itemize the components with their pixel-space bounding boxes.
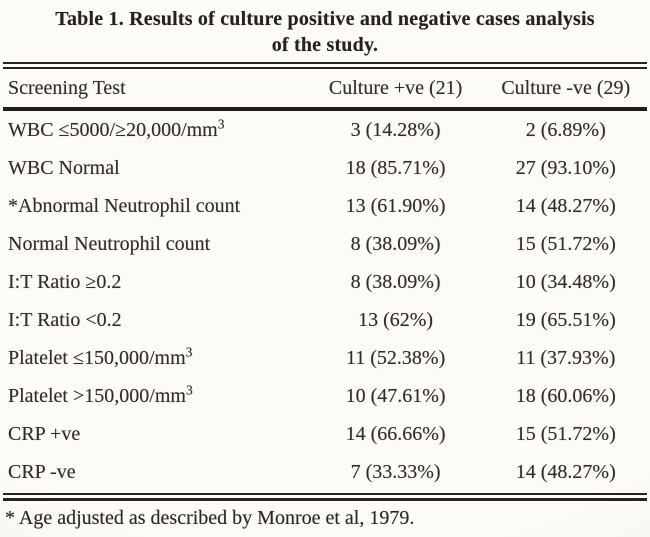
table-header-row: Screening Test Culture +ve (21) Culture …	[0, 69, 650, 107]
value-culture-negative: 18 (60.06%)	[515, 384, 616, 407]
row-label-superscript: 3	[185, 344, 193, 360]
value-culture-negative: 14 (48.27%)	[515, 460, 616, 483]
row-label: Platelet >150,000/mm3	[8, 382, 193, 407]
value-culture-positive: 14 (66.66%)	[345, 422, 446, 445]
row-label: Platelet ≤150,000/mm3	[8, 344, 193, 369]
row-label-superscript: 3	[217, 116, 225, 132]
row-label: WBC Normal	[8, 156, 120, 179]
table-row: I:T Ratio ≥0.2 8 (38.09%) 10 (34.48%)	[0, 263, 650, 301]
bottom-double-rule	[3, 493, 647, 502]
value-culture-negative: 15 (51.72%)	[515, 232, 616, 255]
value-culture-negative: 19 (65.51%)	[515, 308, 616, 331]
value-culture-negative: 2 (6.89%)	[525, 118, 606, 141]
table-row: Normal Neutrophil count 8 (38.09%) 15 (5…	[0, 225, 650, 263]
value-culture-positive: 8 (38.09%)	[350, 270, 441, 293]
header-separator-rule	[3, 107, 647, 112]
row-label: WBC ≤5000/≥20,000/mm3	[8, 116, 225, 141]
value-culture-negative: 14 (48.27%)	[515, 194, 616, 217]
row-label-superscript: 3	[185, 382, 193, 398]
row-label: I:T Ratio ≥0.2	[8, 270, 122, 293]
column-header-screening-test: Screening Test	[8, 76, 126, 99]
table-row: I:T Ratio <0.2 13 (62%) 19 (65.51%)	[0, 301, 650, 339]
row-label: Normal Neutrophil count	[8, 232, 211, 255]
value-culture-positive: 13 (61.90%)	[345, 194, 446, 217]
top-double-rule	[3, 62, 647, 70]
value-culture-positive: 13 (62%)	[358, 308, 434, 331]
table-footnote: * Age adjusted as described by Monroe et…	[5, 507, 415, 530]
value-culture-negative: 27 (93.10%)	[515, 156, 616, 179]
row-label: CRP -ve	[8, 460, 76, 483]
table-row: CRP +ve 14 (66.66%) 15 (51.72%)	[0, 415, 650, 453]
table-body: WBC ≤5000/≥20,000/mm3 3 (14.28%) 2 (6.89…	[0, 111, 650, 491]
value-culture-positive: 18 (85.71%)	[345, 156, 446, 179]
value-culture-negative: 11 (37.93%)	[516, 346, 616, 369]
value-culture-positive: 7 (33.33%)	[350, 460, 441, 483]
row-label: CRP +ve	[8, 422, 81, 445]
table-row: Platelet >150,000/mm3 10 (47.61%) 18 (60…	[0, 377, 650, 415]
row-label: *Abnormal Neutrophil count	[8, 194, 241, 217]
table-row: Platelet ≤150,000/mm3 11 (52.38%) 11 (37…	[0, 339, 650, 377]
table-row: CRP -ve 7 (33.33%) 14 (48.27%)	[0, 453, 650, 491]
value-culture-negative: 10 (34.48%)	[515, 270, 616, 293]
value-culture-positive: 8 (38.09%)	[350, 232, 441, 255]
column-header-culture-positive: Culture +ve (21)	[328, 76, 463, 99]
value-culture-positive: 11 (52.38%)	[345, 346, 446, 369]
table-row: *Abnormal Neutrophil count 13 (61.90%) 1…	[0, 187, 650, 225]
value-culture-positive: 3 (14.28%)	[350, 118, 441, 141]
value-culture-negative: 15 (51.72%)	[515, 422, 616, 445]
table-row: WBC Normal 18 (85.71%) 27 (93.10%)	[0, 149, 650, 187]
value-culture-positive: 10 (47.61%)	[345, 384, 446, 407]
row-label: I:T Ratio <0.2	[8, 308, 122, 331]
column-header-culture-negative: Culture -ve (29)	[501, 76, 631, 99]
table-row: WBC ≤5000/≥20,000/mm3 3 (14.28%) 2 (6.89…	[0, 111, 650, 149]
table-title: Table 1. Results of culture positive and…	[55, 8, 595, 56]
